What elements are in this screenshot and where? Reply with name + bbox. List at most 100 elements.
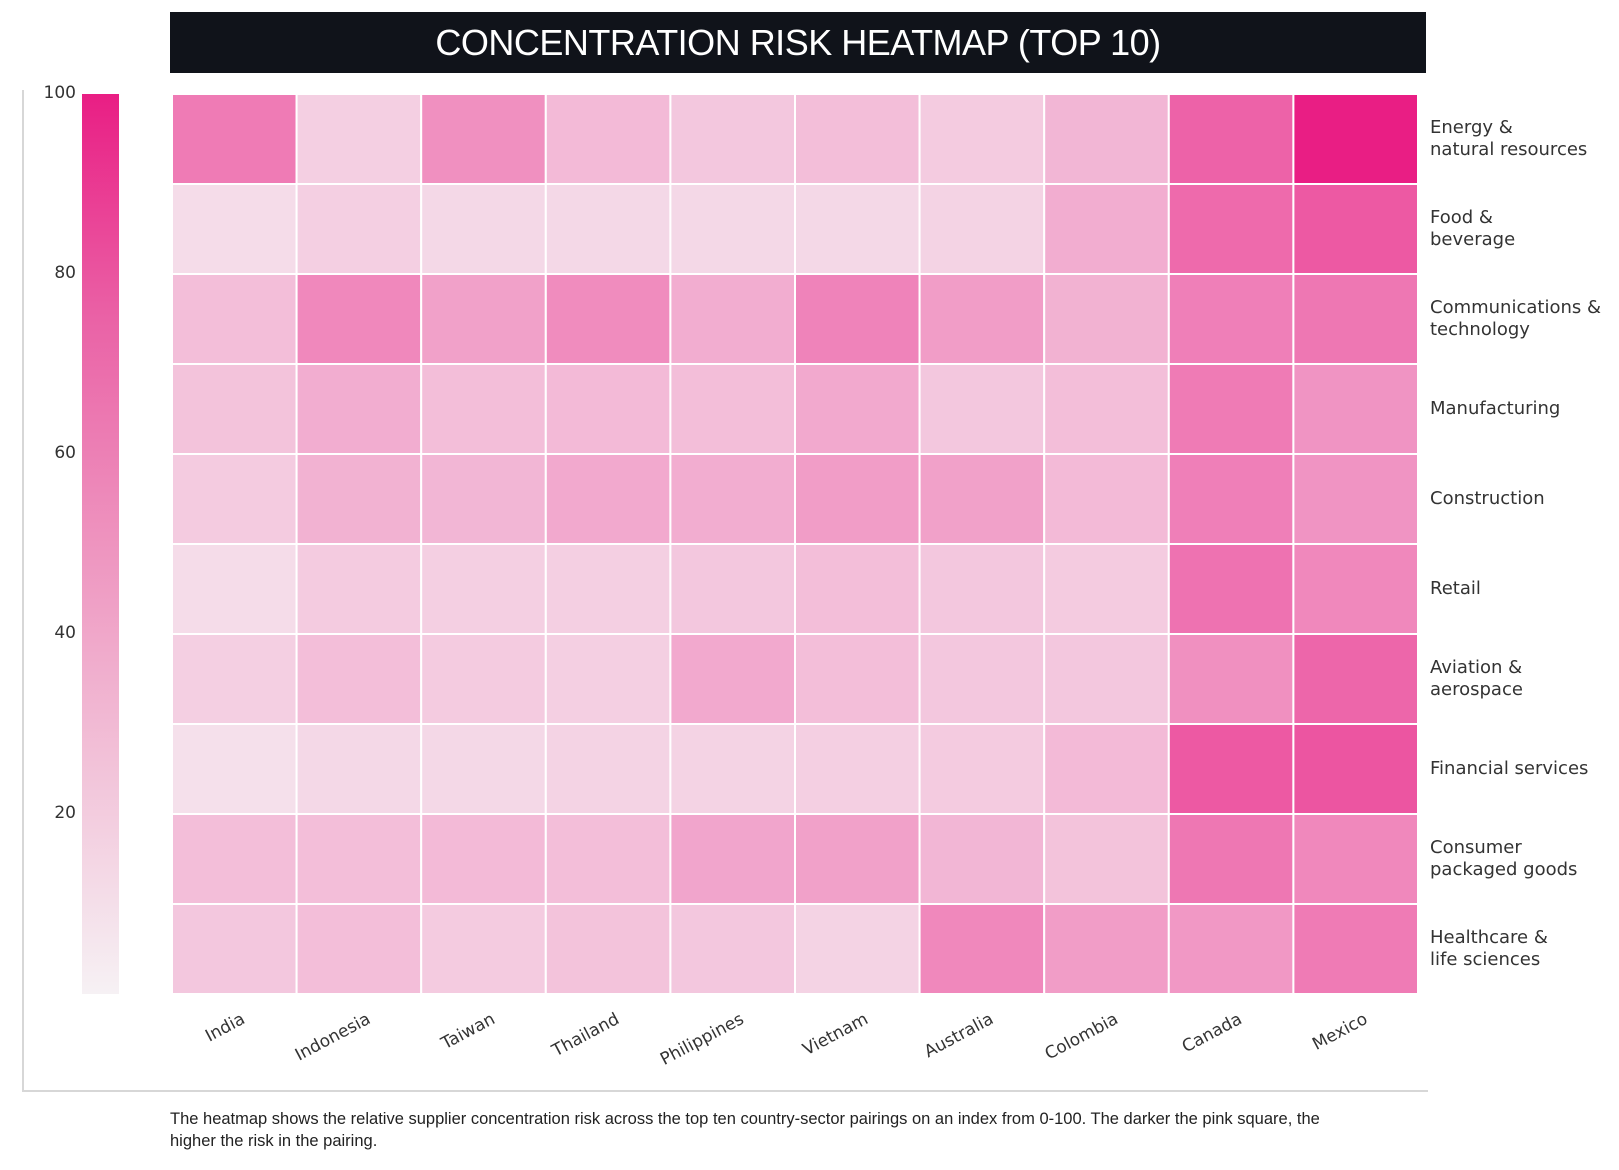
heatmap-cell-4-2 — [420, 453, 547, 545]
heatmap-cell-5-7 — [1043, 543, 1170, 635]
heatmap-cell-0-8 — [1167, 93, 1295, 185]
heatmap-cell-0-1 — [295, 93, 423, 185]
heatmap-cell-4-4 — [669, 453, 797, 545]
heatmap-cell-5-1 — [295, 543, 423, 635]
row-label-line: Financial services — [1430, 758, 1589, 779]
row-label-9: Healthcare & life sciences — [1430, 927, 1548, 971]
heatmap-cell-8-1 — [295, 813, 423, 905]
row-label-0: Energy & natural resources — [1430, 117, 1587, 161]
heatmap-cell-0-9 — [1292, 93, 1420, 185]
heatmap-cell-4-8 — [1167, 453, 1295, 545]
heatmap-cell-9-9 — [1292, 903, 1420, 995]
heatmap-cell-2-6 — [918, 273, 1046, 365]
heatmap-cell-2-3 — [544, 273, 672, 365]
heatmap-cell-5-5 — [794, 543, 921, 635]
row-label-line: Manufacturing — [1430, 398, 1561, 419]
row-label-line: Communications & — [1430, 297, 1602, 318]
heatmap-cell-8-4 — [669, 813, 797, 905]
colorbar-tick-label: 40 — [54, 623, 76, 643]
row-label-1: Food & beverage — [1430, 207, 1515, 251]
heatmap-cell-0-3 — [544, 93, 672, 185]
heatmap-cell-2-4 — [669, 273, 797, 365]
heatmap-cell-7-1 — [295, 723, 423, 815]
heatmap-cell-5-4 — [669, 543, 797, 635]
heatmap-cell-2-1 — [295, 273, 423, 365]
colorbar — [82, 94, 119, 994]
heatmap-cell-1-6 — [918, 183, 1046, 275]
heatmap-cell-0-6 — [918, 93, 1046, 185]
colorbar-tick-label: 20 — [54, 803, 76, 823]
heatmap-cell-5-3 — [544, 543, 672, 635]
heatmap-cell-4-5 — [794, 453, 921, 545]
row-label-line: Energy & — [1430, 117, 1513, 138]
heatmap-cell-3-3 — [544, 363, 672, 455]
heatmap-cell-6-5 — [794, 633, 921, 725]
heatmap-cell-8-2 — [420, 813, 547, 905]
heatmap-cell-7-5 — [794, 723, 921, 815]
heatmap-cell-8-9 — [1292, 813, 1420, 905]
heatmap-cell-9-0 — [171, 903, 298, 995]
heatmap-cell-6-1 — [295, 633, 423, 725]
heatmap-cell-7-4 — [669, 723, 797, 815]
row-label-3: Manufacturing — [1430, 398, 1560, 420]
heatmap-cell-7-8 — [1167, 723, 1295, 815]
heatmap-cell-3-2 — [420, 363, 547, 455]
heatmap-cell-2-8 — [1167, 273, 1295, 365]
heatmap-cell-3-5 — [794, 363, 921, 455]
row-label-7: Financial services — [1430, 758, 1588, 780]
heatmap-cell-9-6 — [918, 903, 1046, 995]
heatmap-cell-6-6 — [918, 633, 1046, 725]
row-label-line: Consumer — [1430, 837, 1522, 858]
heatmap-cell-4-0 — [171, 453, 298, 545]
row-label-line: aerospace — [1430, 679, 1523, 700]
colorbar-tick-label: 60 — [54, 443, 76, 463]
heatmap-cell-1-5 — [794, 183, 921, 275]
heatmap-cell-0-4 — [669, 93, 797, 185]
heatmap-cell-0-2 — [420, 93, 547, 185]
heatmap-cell-5-0 — [171, 543, 298, 635]
heatmap-cell-2-7 — [1043, 273, 1170, 365]
heatmap-cell-0-7 — [1043, 93, 1170, 185]
row-label-6: Aviation & aerospace — [1430, 657, 1523, 701]
chart-panel — [22, 90, 1428, 1092]
heatmap-cell-7-9 — [1292, 723, 1420, 815]
heatmap-cell-0-0 — [171, 93, 298, 185]
heatmap-cell-6-4 — [669, 633, 797, 725]
row-label-4: Construction — [1430, 488, 1545, 510]
heatmap-cell-7-7 — [1043, 723, 1170, 815]
heatmap-cell-3-9 — [1292, 363, 1420, 455]
heatmap-cell-1-7 — [1043, 183, 1170, 275]
row-label-line: Aviation & — [1430, 657, 1523, 678]
heatmap-cell-4-7 — [1043, 453, 1170, 545]
heatmap-cell-9-2 — [420, 903, 547, 995]
heatmap-cell-3-4 — [669, 363, 797, 455]
heatmap-cell-6-2 — [420, 633, 547, 725]
heatmap-cell-1-1 — [295, 183, 423, 275]
colorbar-tick-label: 80 — [54, 263, 76, 283]
row-label-line: natural resources — [1430, 139, 1588, 160]
row-label-line: Food & — [1430, 207, 1493, 228]
row-label-2: Communications & technology — [1430, 297, 1601, 341]
heatmap-cell-4-1 — [295, 453, 423, 545]
heatmap-cell-8-6 — [918, 813, 1046, 905]
heatmap-cell-1-8 — [1167, 183, 1295, 275]
heatmap-cell-1-4 — [669, 183, 797, 275]
heatmap-cell-9-3 — [544, 903, 672, 995]
heatmap-cell-7-0 — [171, 723, 298, 815]
row-label-line: Retail — [1430, 578, 1481, 599]
heatmap-cell-9-1 — [295, 903, 423, 995]
heatmap-cell-2-5 — [794, 273, 921, 365]
heatmap-cell-1-3 — [544, 183, 672, 275]
heatmap-cell-6-7 — [1043, 633, 1170, 725]
row-label-line: Construction — [1430, 488, 1545, 509]
heatmap-cell-1-0 — [171, 183, 298, 275]
heatmap-cell-3-1 — [295, 363, 423, 455]
row-label-line: packaged goods — [1430, 859, 1578, 880]
heatmap-cell-2-9 — [1292, 273, 1420, 365]
colorbar-tick-label: 100 — [43, 83, 76, 103]
heatmap-cell-7-6 — [918, 723, 1046, 815]
heatmap-cell-3-0 — [171, 363, 298, 455]
heatmap-cell-8-5 — [794, 813, 921, 905]
heatmap-cell-3-6 — [918, 363, 1046, 455]
